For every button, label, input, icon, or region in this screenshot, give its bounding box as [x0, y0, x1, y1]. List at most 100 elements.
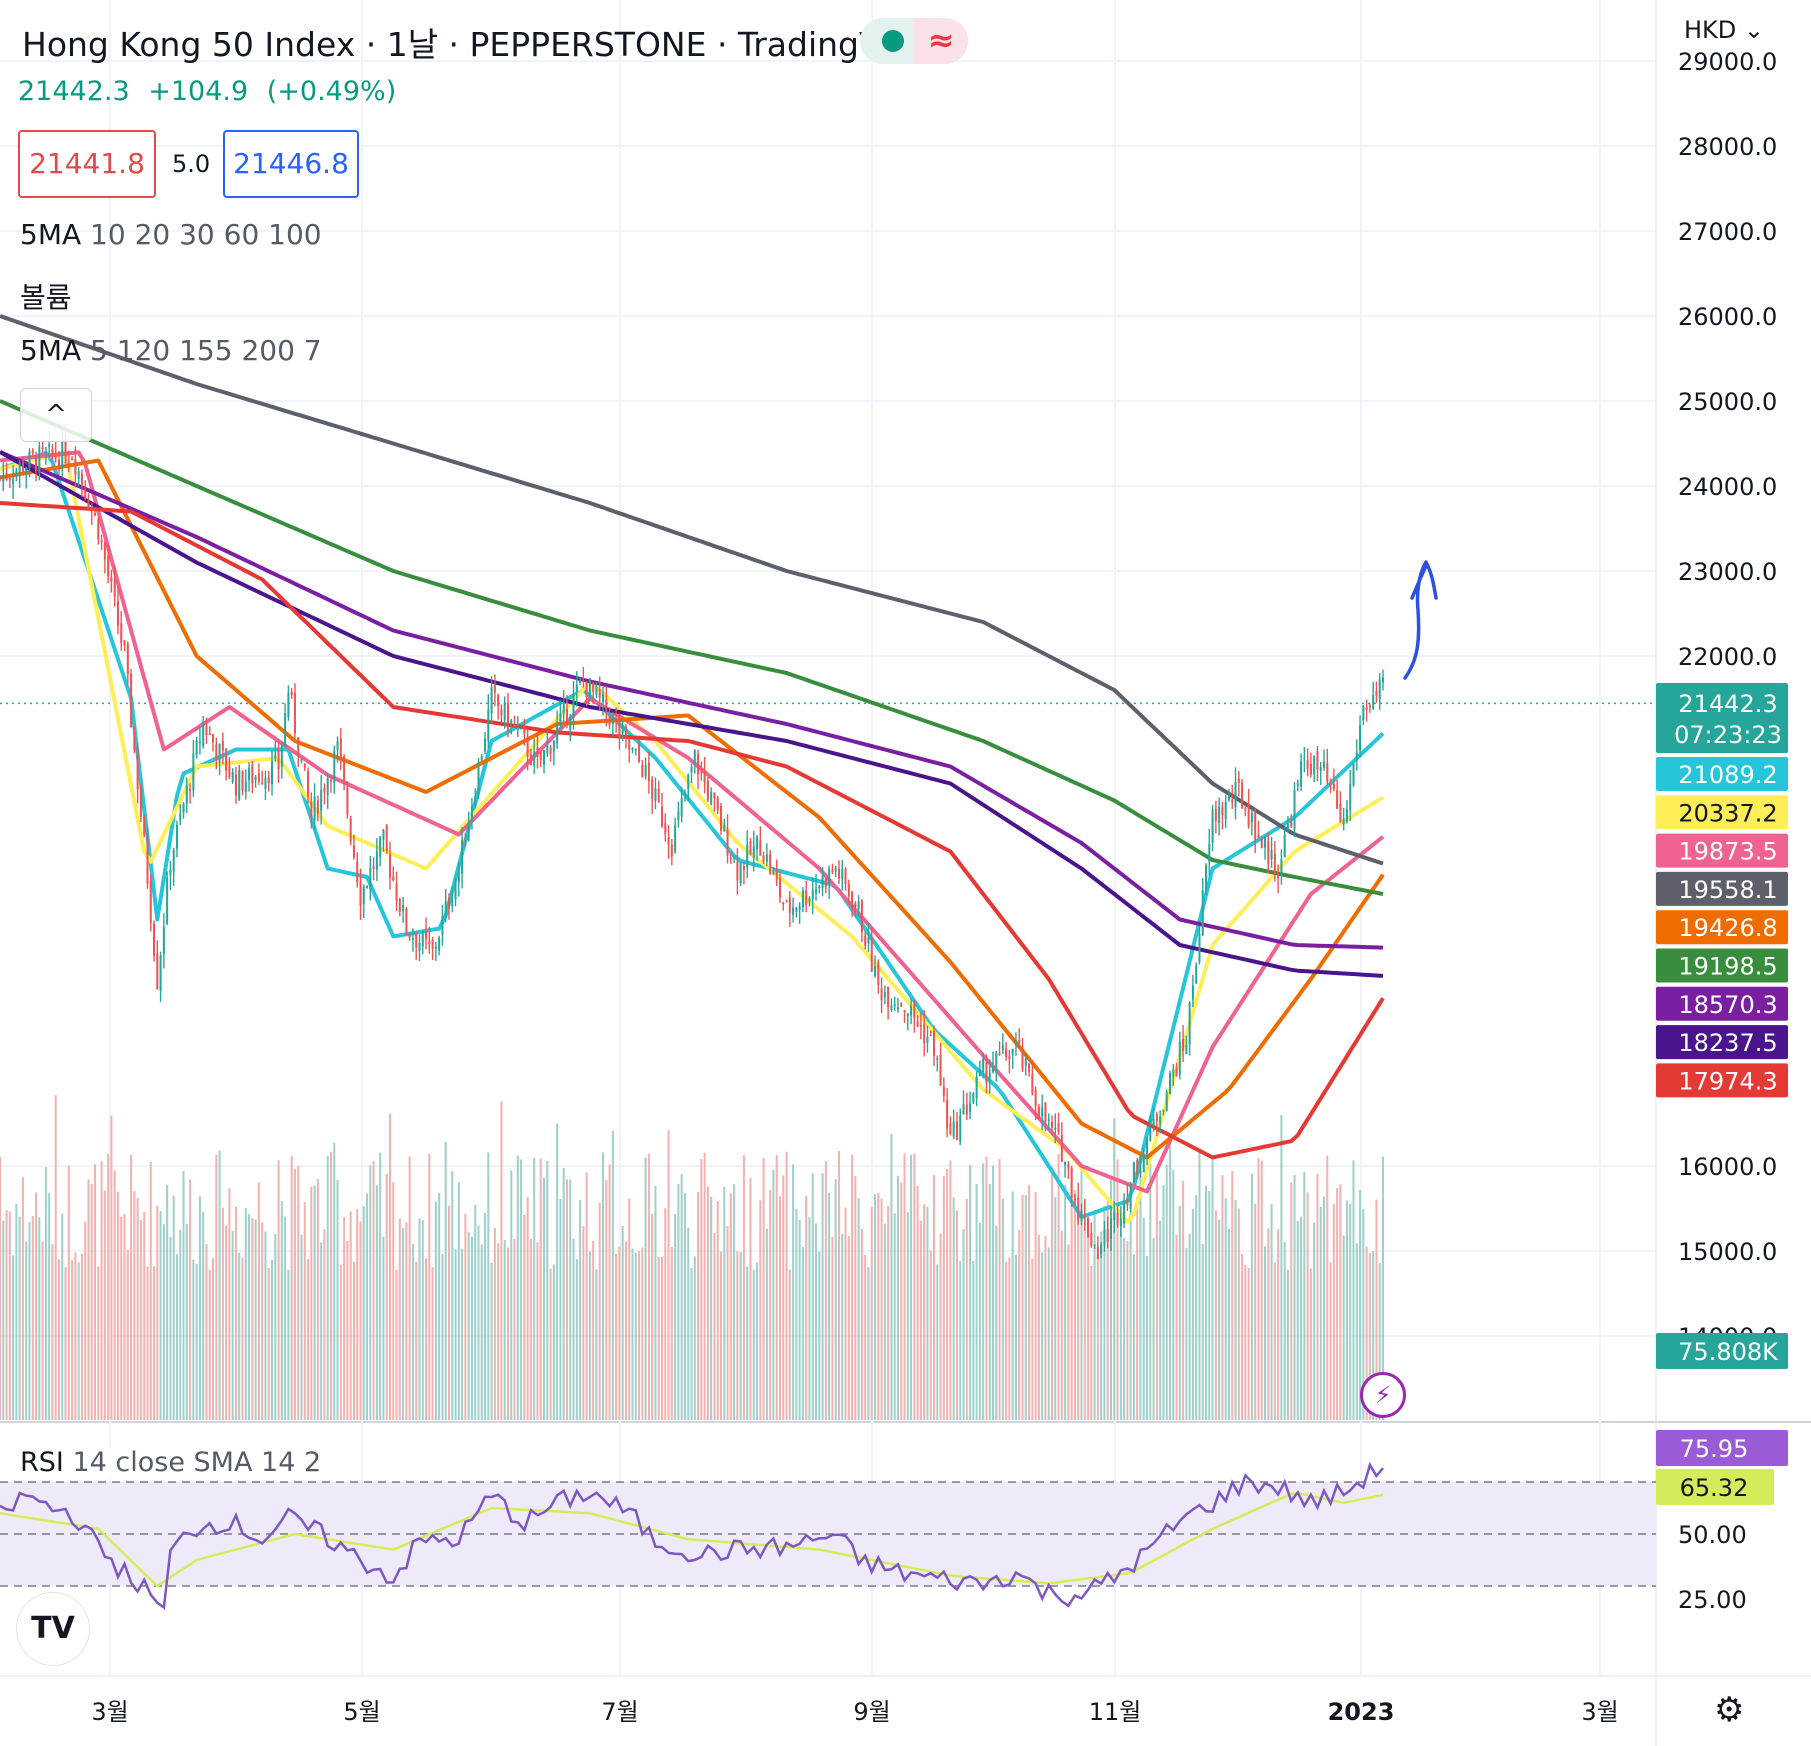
volume-bar	[962, 1229, 965, 1420]
candle-body	[434, 947, 437, 949]
candle-body	[919, 1025, 922, 1027]
ma-badge-value: 20337.2	[1678, 799, 1777, 827]
candle-body	[146, 835, 149, 884]
candle-body	[57, 459, 61, 469]
volume-bar	[543, 1177, 546, 1420]
ma-line-ma5x	[0, 501, 1385, 1160]
candle-body	[1205, 865, 1208, 891]
ma-badge	[1656, 871, 1788, 906]
volume-bar	[647, 1153, 650, 1420]
candle-body	[837, 868, 840, 879]
volume-bar	[854, 1176, 857, 1420]
ma2-name: 5MA	[20, 334, 82, 367]
volume-bar	[667, 1130, 670, 1420]
volume-bar	[883, 1223, 886, 1420]
tradingview-logo-icon[interactable]: TV	[16, 1592, 90, 1666]
volume-bar	[847, 1236, 850, 1420]
volume-bar	[1195, 1195, 1198, 1420]
gear-icon[interactable]: ⚙	[1714, 1690, 1745, 1730]
indicator-rsi[interactable]: RSI 14 close SMA 14 2	[20, 1447, 322, 1478]
price-change: +104.9	[148, 76, 249, 107]
candle-body	[713, 792, 716, 799]
volume-bar	[139, 1219, 142, 1420]
currency-selector[interactable]: HKD ⌄	[1678, 16, 1771, 44]
candle-body	[1018, 1040, 1021, 1045]
volume-bar	[215, 1154, 218, 1420]
indicator-volume[interactable]: 볼륨	[20, 276, 72, 316]
collapse-legend-button[interactable]: ^	[20, 388, 92, 442]
volume-bar	[719, 1251, 723, 1420]
volume-bar	[1057, 1154, 1060, 1420]
candle-body	[1047, 1119, 1050, 1121]
candle-body	[461, 839, 464, 874]
time-axis[interactable]: 3월 5월 7월 9월 11월 2023 3월	[91, 1698, 1618, 1726]
volume-bar	[1336, 1187, 1339, 1420]
volume-bar	[1116, 1159, 1119, 1420]
candle-body	[1319, 766, 1322, 771]
volume-bar	[874, 1194, 877, 1420]
ma-badge-value: 19426.8	[1678, 914, 1777, 942]
volume-bar	[526, 1197, 529, 1420]
volume-bar	[972, 1261, 975, 1420]
volume-bar	[811, 1173, 814, 1420]
volume-bar	[759, 1200, 762, 1420]
market-status[interactable]: ≈	[860, 18, 968, 64]
indicator-ma2[interactable]: 5MA 5 120 155 200 7	[20, 334, 322, 367]
volume-bar	[1005, 1261, 1008, 1420]
rsi-badge-value: 75.95	[1680, 1435, 1749, 1463]
price-axis[interactable]: 29000.0 28000.0 27000.0 26000.0 25000.0 24000…	[1656, 48, 1788, 1614]
candle-body	[762, 855, 765, 862]
volume-bar	[1221, 1175, 1224, 1420]
volume-bar	[1024, 1195, 1027, 1420]
candle-body	[477, 761, 480, 796]
volume-bar	[887, 1205, 890, 1420]
rsi-name: RSI	[20, 1447, 64, 1478]
ma1-params: 10 20 30 60 100	[90, 218, 322, 251]
lightning-icon[interactable]: ⚡	[1360, 1372, 1406, 1418]
candle-body	[280, 744, 283, 767]
volume-bar	[257, 1182, 260, 1420]
volume-bar	[955, 1210, 958, 1420]
candle-body	[565, 709, 568, 725]
volume-bar	[297, 1165, 300, 1420]
volume-bar	[251, 1218, 254, 1420]
indicator-ma1[interactable]: 5MA 10 20 30 60 100	[20, 218, 322, 251]
price-tick-label: 24000.0	[1678, 473, 1777, 501]
candle-body	[877, 961, 880, 985]
time-tick-label: 3월	[91, 1698, 128, 1726]
candle-body	[598, 688, 601, 698]
buy-button[interactable]: 21446.8	[223, 130, 359, 198]
volume-bar	[1332, 1204, 1335, 1420]
volume-bar	[985, 1156, 988, 1420]
ma-badge	[1656, 757, 1788, 791]
volume-bar	[592, 1240, 595, 1420]
volume-bar	[48, 1193, 51, 1420]
candle-body	[988, 1072, 991, 1081]
candle-body	[428, 941, 431, 945]
volume-bar	[880, 1198, 883, 1420]
volume-bar	[15, 1203, 18, 1420]
volume-bar	[444, 1142, 447, 1420]
candle-body	[700, 771, 703, 774]
spread-value: 5.0	[172, 150, 211, 178]
volume-bar	[1211, 1156, 1214, 1420]
ma-line-ma10	[0, 451, 1385, 1219]
volume-bar	[657, 1256, 660, 1420]
candle-body	[1273, 853, 1276, 874]
volume-bar	[778, 1196, 782, 1420]
candle-body	[467, 823, 470, 841]
volume-bar	[362, 1206, 365, 1420]
candle-body	[67, 461, 70, 464]
volume-bar	[893, 1213, 896, 1420]
candle-body	[166, 877, 169, 924]
volume-bar	[264, 1231, 267, 1420]
candle-body	[179, 813, 182, 821]
candle-body	[215, 744, 218, 759]
volume-bar	[234, 1206, 237, 1420]
candle-body	[474, 795, 477, 804]
volume-bar	[1067, 1244, 1070, 1420]
volume-bar	[280, 1201, 283, 1420]
candle-body	[1221, 807, 1224, 815]
sell-button[interactable]: 21441.8	[18, 130, 156, 198]
